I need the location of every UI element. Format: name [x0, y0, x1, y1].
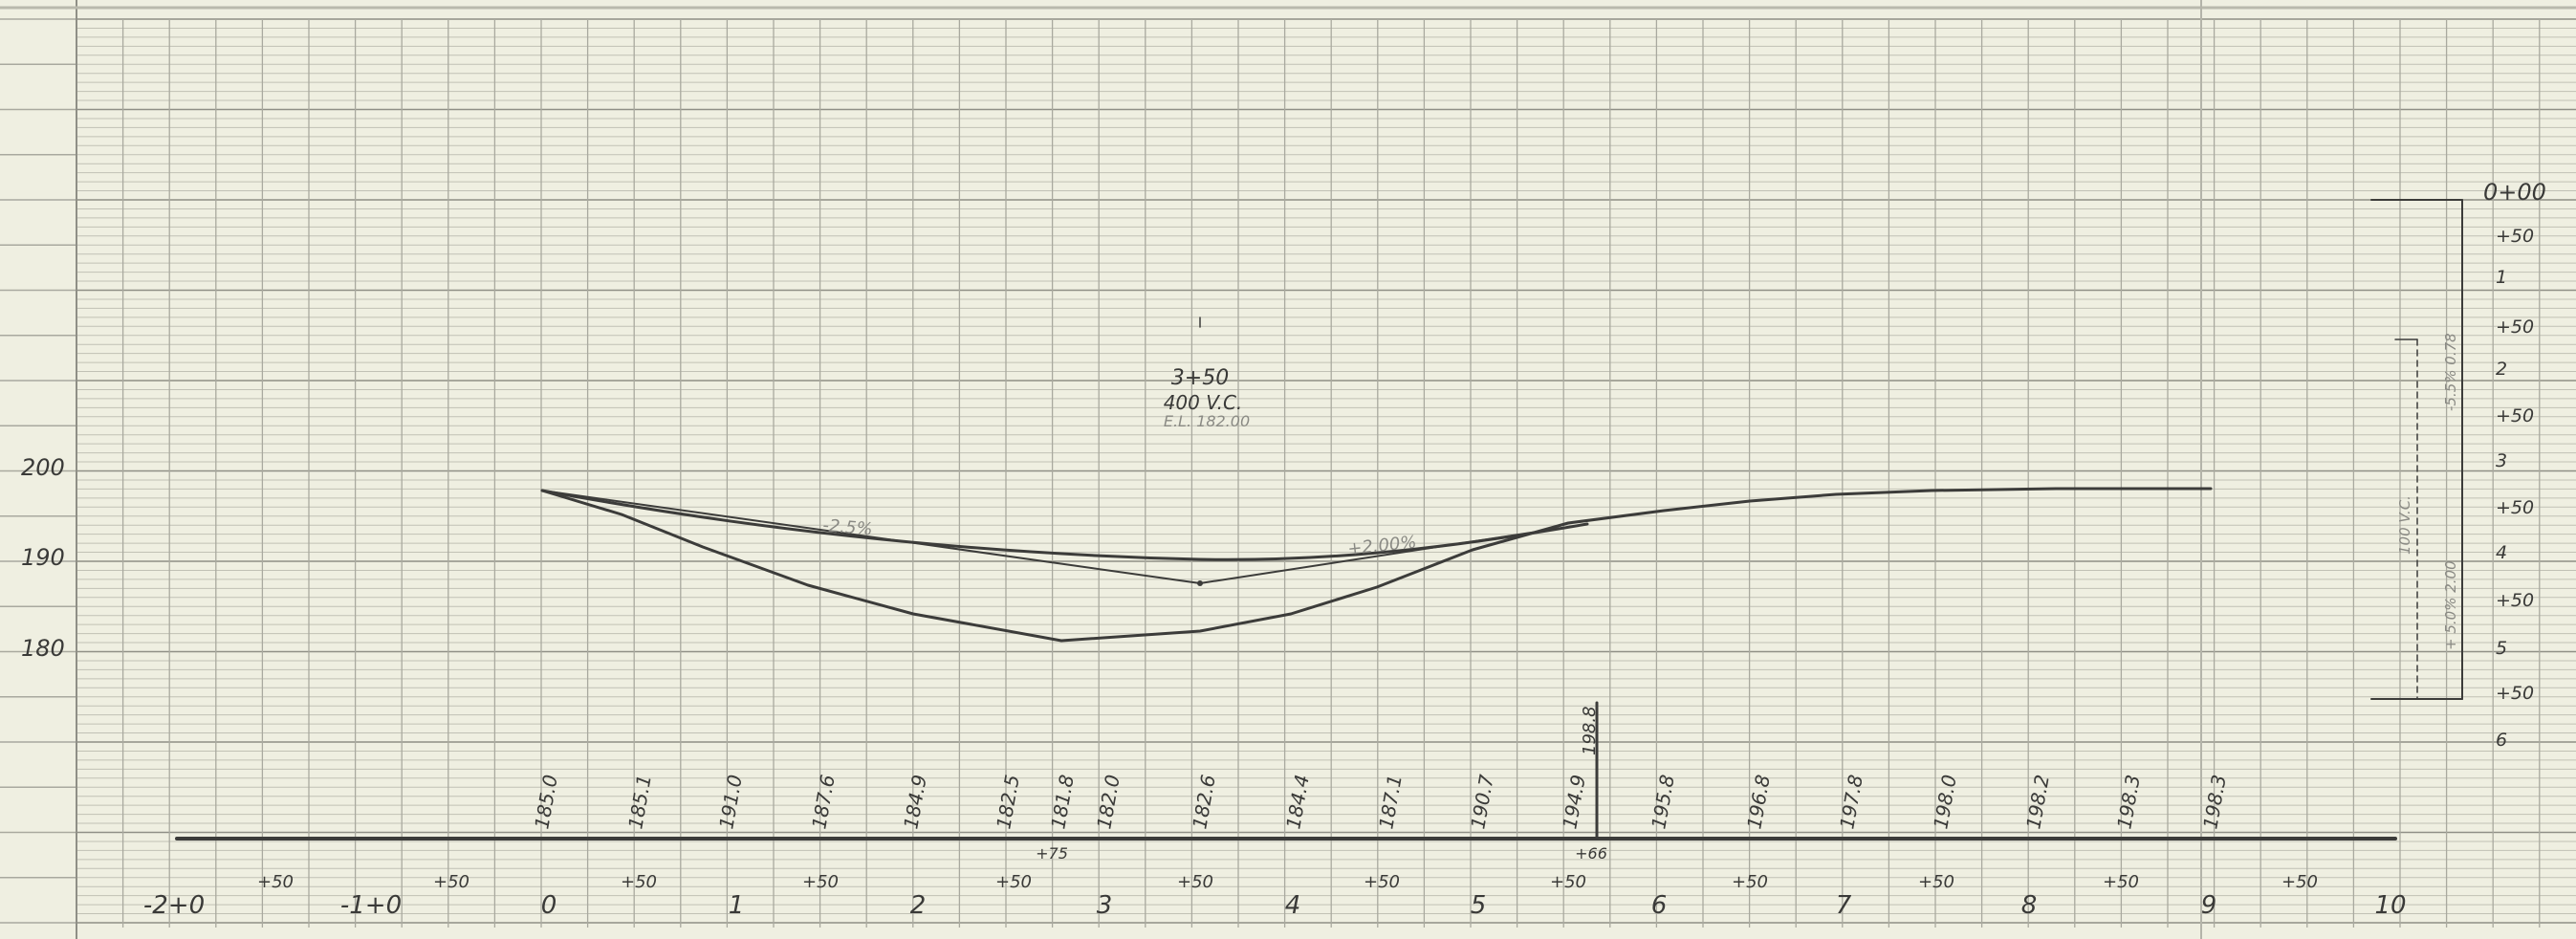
station-label: 6 [1651, 891, 1668, 920]
station-label: -2+0 [143, 891, 205, 920]
right-annotation-upper: -5.5% 0.78 [2442, 333, 2459, 411]
elevation-label-180: 180 [21, 635, 65, 662]
station-label: 5 [1471, 891, 1487, 920]
right-scale-label: +50 [2496, 226, 2534, 247]
right-scale-label: 5 [2496, 638, 2507, 659]
marker-elevation-label: 198.8 [1580, 706, 1600, 755]
right-scale-label: 6 [2496, 730, 2507, 751]
elevation-label-200: 200 [21, 454, 65, 481]
half-station-label: +50 [433, 872, 469, 892]
half-station-label: +50 [2281, 872, 2318, 892]
half-station-label: +50 [1918, 872, 1954, 892]
curve-vc-label: 400 V.C. [1164, 391, 1243, 414]
elevation-label-190: 190 [21, 544, 65, 571]
half-station-label: +50 [1732, 872, 1768, 892]
right-scale-label: +50 [2496, 590, 2534, 611]
left-grade-label: -2.5% [822, 515, 874, 539]
half-station-label: +50 [1177, 872, 1213, 892]
half-station-label: +50 [802, 872, 839, 892]
right-scale-label: +50 [2496, 405, 2534, 426]
half-station-label: +50 [621, 872, 657, 892]
station-label: 0 [541, 891, 557, 920]
half-station-labels: +50 +50 +50 +50 +50 +50 +50 +50 +50 +50 +50 +50 [257, 872, 2318, 892]
station-label: 1 [729, 891, 745, 920]
station-label: 2 [910, 891, 927, 920]
pvi-point [1197, 580, 1203, 586]
station-labels: -2+0 -1+0 0 1 2 3 4 5 6 7 8 9 10 [143, 891, 2407, 920]
station-label: 10 [2374, 891, 2406, 920]
right-scale-top-label: 0+00 [2483, 179, 2546, 206]
half-station-label: +50 [1550, 872, 1586, 892]
curve-elevation-label: E.L. 182.00 [1164, 412, 1250, 430]
station-label: 8 [2021, 891, 2038, 920]
right-scale-label: +50 [2496, 317, 2534, 338]
half-station-label: +50 [1364, 872, 1400, 892]
station-label: 9 [2201, 891, 2217, 920]
half-station-label: +50 [2103, 872, 2139, 892]
right-scale-label: 2 [2496, 359, 2507, 380]
existing-ground-profile-line [540, 487, 2213, 643]
right-scale-label: 4 [2496, 542, 2507, 563]
right-scale-label: +50 [2496, 683, 2534, 704]
station-label: 7 [1836, 891, 1852, 920]
sub-station-label-right: +66 [1575, 844, 1607, 863]
right-annotation-lower: + 5.0% 2.00 [2442, 560, 2459, 650]
half-station-label: +50 [257, 872, 294, 892]
curve-station-label: 3+50 [1171, 366, 1229, 390]
right-scale-label: 3 [2496, 450, 2507, 471]
right-scale-labels: +50 1 +50 2 +50 3 +50 4 +50 5 +50 6 [2496, 226, 2534, 751]
right-scale-label: +50 [2496, 497, 2534, 518]
vertical-curve-line [540, 489, 1589, 561]
half-station-label: +50 [995, 872, 1032, 892]
sub-station-label-left: +75 [1036, 844, 1068, 863]
station-label: -1+0 [340, 891, 402, 920]
station-label: 4 [1285, 891, 1301, 920]
right-scale-label: 1 [2496, 267, 2507, 288]
station-label: 3 [1097, 891, 1113, 920]
right-annotation-middle: 100 V.C. [2396, 495, 2413, 555]
